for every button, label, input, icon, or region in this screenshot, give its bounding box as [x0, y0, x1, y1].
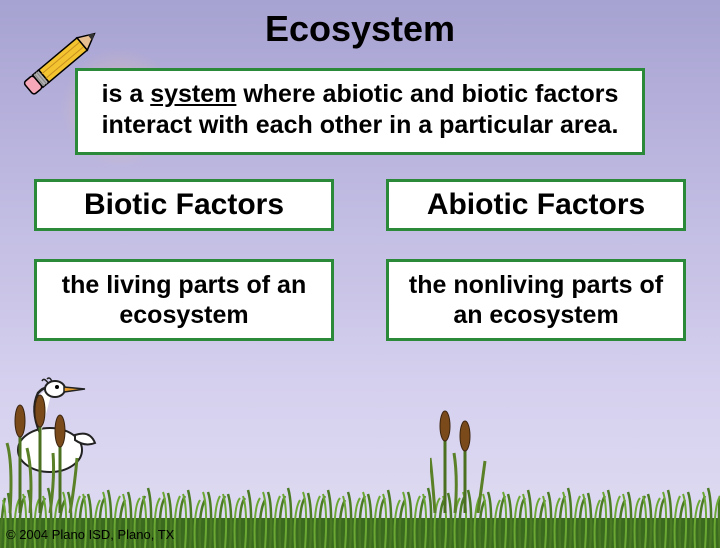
cattails-left-icon: [5, 393, 85, 518]
headers-row: Biotic Factors Abiotic Factors: [0, 179, 720, 231]
biotic-desc-box: the living parts of an ecosystem: [34, 259, 334, 341]
abiotic-header-box: Abiotic Factors: [386, 179, 686, 231]
pencil-icon: [8, 10, 118, 115]
descriptions-row: the living parts of an ecosystem the non…: [0, 259, 720, 341]
cattails-right-icon: [430, 403, 500, 518]
abiotic-desc-box: the nonliving parts of an ecosystem: [386, 259, 686, 341]
definition-system-word: system: [150, 80, 236, 108]
biotic-header-box: Biotic Factors: [34, 179, 334, 231]
definition-box: is a system where abiotic and biotic fac…: [75, 68, 645, 155]
